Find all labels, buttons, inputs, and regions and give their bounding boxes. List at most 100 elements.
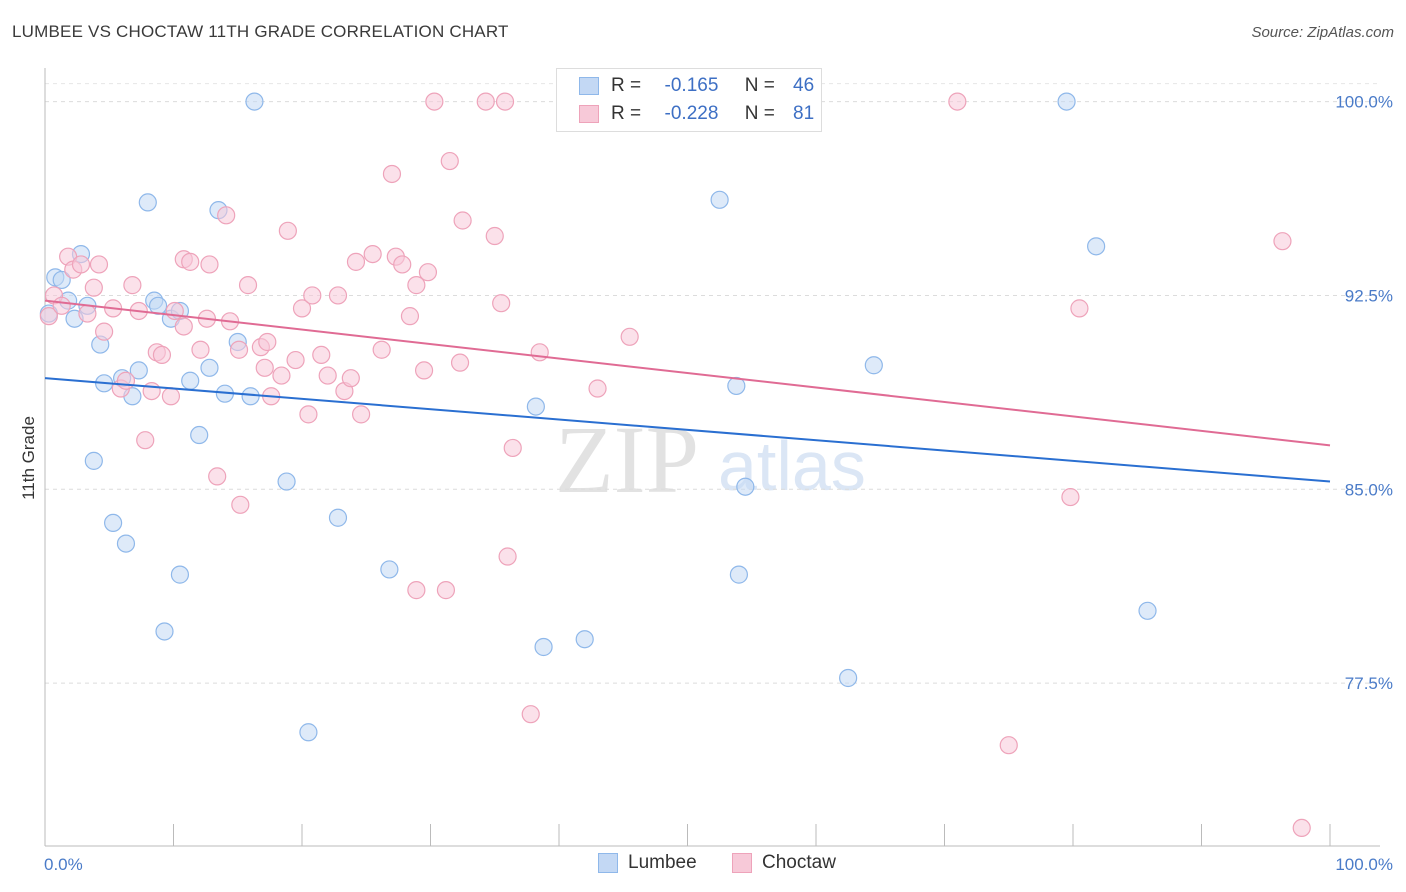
choctaw-point[interactable] bbox=[382, 164, 402, 184]
lumbee-point[interactable] bbox=[170, 565, 190, 584]
choctaw-point[interactable] bbox=[393, 255, 412, 274]
choctaw-point[interactable] bbox=[1292, 818, 1311, 838]
choctaw-point[interactable] bbox=[71, 255, 91, 274]
choctaw-point[interactable] bbox=[39, 307, 58, 326]
choctaw-point[interactable] bbox=[588, 379, 607, 398]
lumbee-point[interactable] bbox=[328, 508, 348, 527]
lumbee-point[interactable] bbox=[736, 477, 755, 496]
choctaw-point[interactable] bbox=[440, 151, 459, 171]
lumbee-point[interactable] bbox=[84, 451, 103, 470]
choctaw-point[interactable] bbox=[95, 322, 114, 341]
choctaw-point[interactable] bbox=[318, 366, 337, 385]
lumbee-point[interactable] bbox=[729, 565, 749, 584]
lumbee-point[interactable] bbox=[138, 193, 157, 212]
choctaw-point[interactable] bbox=[620, 327, 639, 346]
lumbee-point[interactable] bbox=[277, 472, 296, 491]
choctaw-point[interactable] bbox=[278, 221, 297, 240]
lumbee-point[interactable] bbox=[155, 622, 174, 641]
lumbee-point[interactable] bbox=[864, 356, 883, 375]
choctaw-point[interactable] bbox=[425, 92, 444, 111]
lumbee-point[interactable] bbox=[104, 513, 123, 533]
choctaw-point[interactable] bbox=[453, 211, 472, 230]
choctaw-point[interactable] bbox=[492, 294, 511, 313]
lumbee-point[interactable] bbox=[52, 270, 71, 290]
choctaw-point[interactable] bbox=[1070, 299, 1089, 318]
choctaw-point[interactable] bbox=[200, 255, 219, 274]
choctaw-point[interactable] bbox=[407, 276, 426, 295]
lumbee-point[interactable] bbox=[299, 723, 318, 742]
choctaw-point[interactable] bbox=[312, 345, 331, 365]
choctaw-point[interactable] bbox=[999, 736, 1018, 755]
lumbee-point[interactable] bbox=[727, 376, 746, 396]
choctaw-point[interactable] bbox=[255, 358, 274, 377]
choctaw-point[interactable] bbox=[303, 286, 322, 305]
choctaw-point[interactable] bbox=[208, 467, 227, 486]
choctaw-point[interactable] bbox=[352, 405, 371, 424]
choctaw-point[interactable] bbox=[400, 307, 420, 326]
choctaw-point[interactable] bbox=[217, 206, 236, 225]
lumbee-point[interactable] bbox=[575, 630, 594, 649]
choctaw-point[interactable] bbox=[174, 317, 193, 336]
choctaw-point[interactable] bbox=[142, 381, 161, 401]
choctaw-point[interactable] bbox=[498, 547, 517, 566]
choctaw-point[interactable] bbox=[78, 304, 97, 323]
lumbee-point[interactable] bbox=[129, 361, 148, 380]
axes bbox=[44, 68, 1380, 847]
choctaw-point[interactable] bbox=[414, 361, 434, 380]
choctaw-point[interactable] bbox=[116, 371, 136, 390]
choctaw-point[interactable] bbox=[299, 405, 318, 424]
y-tick-label: 100.0% bbox=[1335, 93, 1393, 112]
choctaw-point[interactable] bbox=[418, 263, 438, 282]
legend-item-choctaw[interactable]: Choctaw bbox=[732, 852, 836, 874]
choctaw-point[interactable] bbox=[238, 276, 258, 295]
choctaw-point[interactable] bbox=[89, 255, 109, 274]
choctaw-point[interactable] bbox=[152, 345, 172, 365]
choctaw-point[interactable] bbox=[231, 495, 250, 514]
choctaw-point[interactable] bbox=[272, 366, 291, 385]
choctaw-point[interactable] bbox=[436, 581, 456, 600]
choctaw-point[interactable] bbox=[191, 340, 210, 359]
lumbee-point[interactable] bbox=[116, 534, 136, 553]
lumbee-point[interactable] bbox=[1057, 92, 1076, 111]
legend-item-lumbee[interactable]: Lumbee bbox=[598, 852, 697, 874]
choctaw-point[interactable] bbox=[292, 299, 312, 318]
lumbee-point[interactable] bbox=[190, 425, 209, 445]
choctaw-point[interactable] bbox=[123, 276, 142, 295]
choctaw-point[interactable] bbox=[1273, 232, 1292, 251]
choctaw-point[interactable] bbox=[258, 332, 277, 352]
choctaw-point[interactable] bbox=[84, 278, 103, 297]
choctaw-point[interactable] bbox=[161, 387, 181, 406]
lumbee-point[interactable] bbox=[181, 371, 200, 390]
choctaw-point[interactable] bbox=[181, 252, 200, 271]
choctaw-point[interactable] bbox=[407, 581, 426, 600]
lumbee-point[interactable] bbox=[245, 92, 264, 111]
lumbee-point[interactable] bbox=[1138, 601, 1157, 620]
lumbee-point[interactable] bbox=[526, 397, 545, 416]
choctaw-point[interactable] bbox=[328, 286, 348, 305]
choctaw-point[interactable] bbox=[286, 350, 305, 370]
choctaw-point[interactable] bbox=[476, 92, 495, 111]
choctaw-point[interactable] bbox=[530, 343, 549, 362]
choctaw-point[interactable] bbox=[341, 369, 360, 388]
choctaw-point[interactable] bbox=[136, 431, 155, 450]
choctaw-point[interactable] bbox=[521, 705, 540, 724]
choctaw-point[interactable] bbox=[229, 340, 249, 359]
choctaw-point[interactable] bbox=[948, 92, 967, 111]
lumbee-point[interactable] bbox=[380, 560, 399, 579]
choctaw-point[interactable] bbox=[503, 438, 522, 458]
choctaw-point[interactable] bbox=[52, 296, 71, 315]
x-tick-label-min: 0.0% bbox=[44, 855, 83, 874]
lumbee-point[interactable] bbox=[1087, 237, 1106, 256]
choctaw-point[interactable] bbox=[485, 226, 504, 246]
lumbee-point[interactable] bbox=[534, 637, 553, 657]
lumbee-point[interactable] bbox=[200, 358, 219, 377]
choctaw-point[interactable] bbox=[372, 340, 391, 359]
choctaw-point[interactable] bbox=[363, 244, 382, 264]
choctaw-point[interactable] bbox=[1061, 487, 1080, 507]
lumbee-point[interactable] bbox=[710, 190, 729, 209]
choctaw-point[interactable] bbox=[495, 92, 515, 111]
choctaw-point[interactable] bbox=[450, 353, 470, 372]
lumbee-point[interactable] bbox=[839, 668, 858, 688]
choctaw-point[interactable] bbox=[346, 252, 366, 271]
lumbee-point[interactable] bbox=[241, 387, 260, 406]
